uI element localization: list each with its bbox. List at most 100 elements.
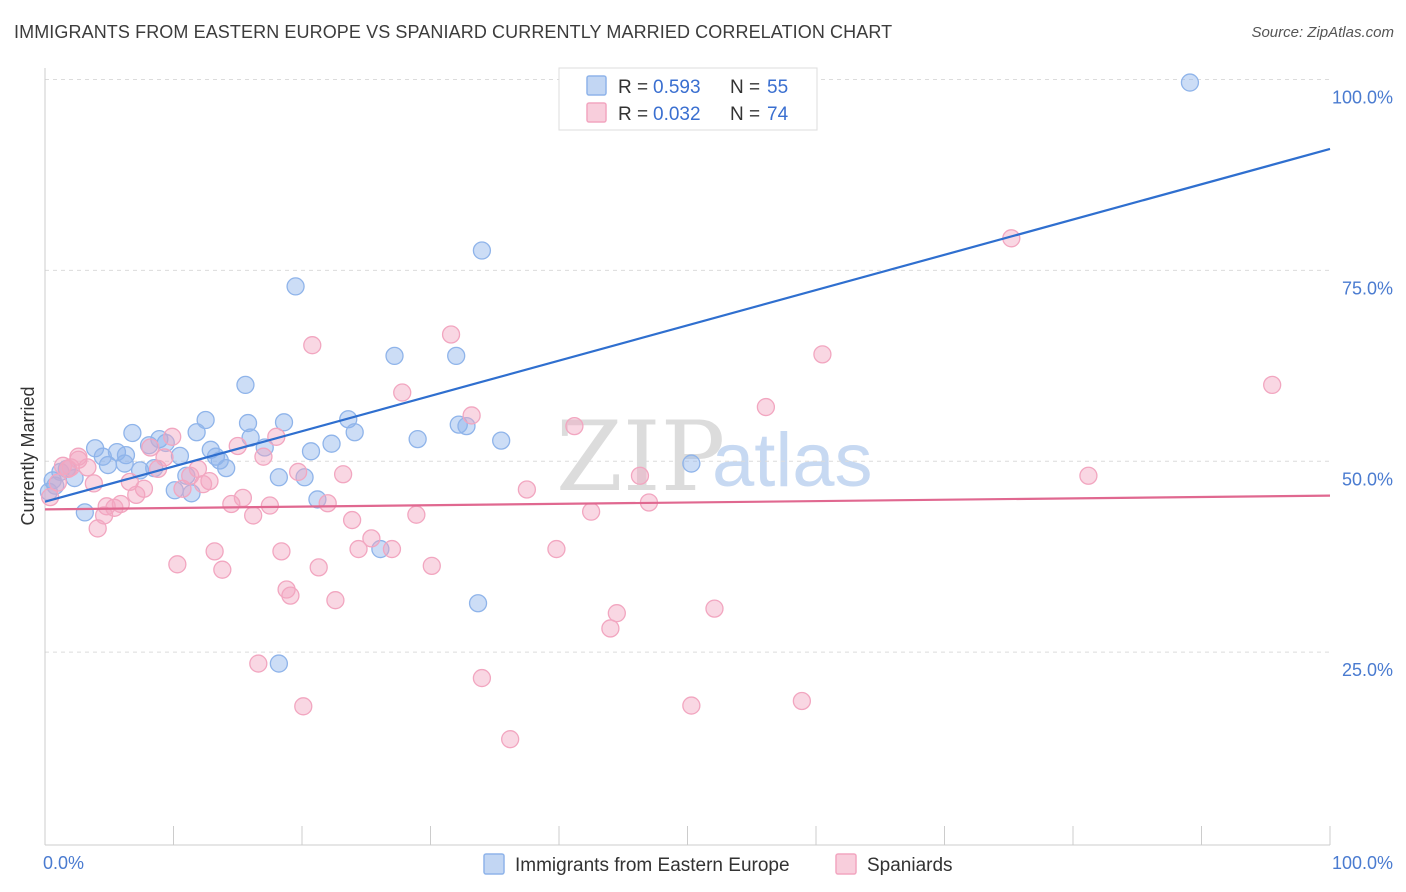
data-point — [792, 691, 812, 711]
tick-labels: 25.0% 50.0% 75.0% 100.0% 0.0% 100.0% — [43, 88, 1393, 874]
data-point — [408, 429, 427, 449]
data-point — [228, 436, 247, 456]
data-point — [260, 496, 280, 515]
y-tick-label: 25.0% — [1342, 660, 1393, 680]
data-point — [294, 697, 313, 716]
data-point — [269, 468, 289, 487]
legend-n-value: 74 — [767, 104, 789, 125]
data-point — [301, 442, 321, 461]
data-point — [462, 406, 481, 425]
data-point — [308, 490, 327, 509]
data-point — [46, 476, 65, 495]
data-point — [756, 397, 776, 417]
data-point — [393, 383, 412, 402]
axes — [44, 68, 1331, 846]
data-point — [97, 497, 116, 516]
data-point — [441, 325, 461, 344]
data-point — [813, 345, 832, 364]
data-point — [123, 423, 142, 443]
bottom-legend-swatch-eastern-europe — [483, 853, 505, 875]
data-point — [705, 599, 724, 618]
data-point — [581, 502, 601, 521]
x-tick-label: 100.0% — [1332, 853, 1393, 873]
y-tick-label: 50.0% — [1342, 469, 1393, 489]
data-point — [236, 375, 255, 395]
trend-line-0 — [44, 147, 1331, 503]
data-point — [75, 503, 94, 522]
bottom-legend-label-eastern-europe: Immigrants from Eastern Europe — [515, 855, 790, 876]
legend-swatch-eastern-europe — [586, 75, 607, 96]
data-point — [249, 654, 268, 673]
data-point — [501, 730, 520, 749]
legend-swatch-spaniards — [586, 102, 607, 123]
data-point — [196, 410, 215, 430]
data-point — [385, 346, 404, 366]
data-point — [565, 416, 584, 436]
data-point — [422, 556, 441, 575]
data-point — [342, 510, 362, 530]
y-tick-label: 100.0% — [1332, 88, 1393, 108]
legend: R = 0.593 N = 55 R = 0.032 N = 74 — [558, 67, 818, 131]
data-point — [111, 494, 130, 514]
data-point — [382, 539, 402, 559]
data-point — [274, 413, 294, 432]
legend-n-label: N = — [730, 104, 760, 125]
data-point — [286, 277, 305, 296]
data-point — [345, 423, 364, 442]
data-point — [607, 604, 626, 623]
y-axis-label: Currently Married — [18, 386, 38, 525]
legend-r-value: 0.032 — [653, 104, 701, 125]
data-point — [288, 462, 308, 482]
data-point — [601, 619, 620, 638]
data-point — [244, 506, 263, 525]
data-point — [492, 431, 511, 450]
data-point — [322, 434, 341, 453]
watermark-atlas: atlas — [712, 418, 873, 503]
data-point — [53, 456, 73, 475]
watermark: ZIP atlas — [556, 401, 873, 513]
data-point — [163, 427, 182, 446]
data-point — [682, 696, 701, 715]
data-point — [682, 454, 701, 473]
data-point — [472, 241, 492, 260]
data-point — [1263, 375, 1282, 395]
legend-n-label: N = — [730, 77, 760, 98]
watermark-zip: ZIP — [556, 401, 725, 513]
data-point — [200, 471, 219, 491]
legend-n-value: 55 — [767, 77, 788, 98]
data-point — [205, 542, 224, 561]
series-spaniards — [40, 229, 1282, 749]
series-eastern-europe — [39, 70, 1200, 673]
data-point — [309, 558, 328, 577]
legend-r-label: R = — [618, 77, 648, 98]
data-point — [65, 468, 84, 488]
data-point — [547, 539, 566, 559]
data-point — [213, 560, 232, 579]
data-point — [254, 447, 273, 466]
data-point — [272, 542, 291, 561]
data-point — [58, 459, 78, 479]
data-point — [269, 654, 289, 673]
data-point — [1180, 73, 1200, 92]
trend-line-1 — [44, 494, 1331, 511]
data-point — [449, 415, 468, 434]
data-point — [69, 450, 88, 469]
data-point — [170, 446, 190, 466]
data-point — [326, 591, 345, 610]
gridlines — [45, 79, 1330, 653]
data-point — [233, 488, 253, 508]
data-point — [217, 458, 236, 478]
data-point — [517, 480, 537, 499]
data-point — [457, 416, 476, 436]
data-point — [238, 413, 258, 433]
data-point — [407, 505, 426, 524]
data-point — [168, 555, 187, 574]
bottom-legend: Immigrants from Eastern Europe Spaniards — [483, 853, 953, 876]
bottom-legend-label-spaniards: Spaniards — [867, 855, 953, 876]
data-point — [281, 586, 300, 605]
data-point — [303, 336, 322, 355]
legend-r-value: 0.593 — [653, 77, 701, 98]
data-point — [362, 529, 381, 548]
y-tick-label: 75.0% — [1342, 278, 1393, 298]
